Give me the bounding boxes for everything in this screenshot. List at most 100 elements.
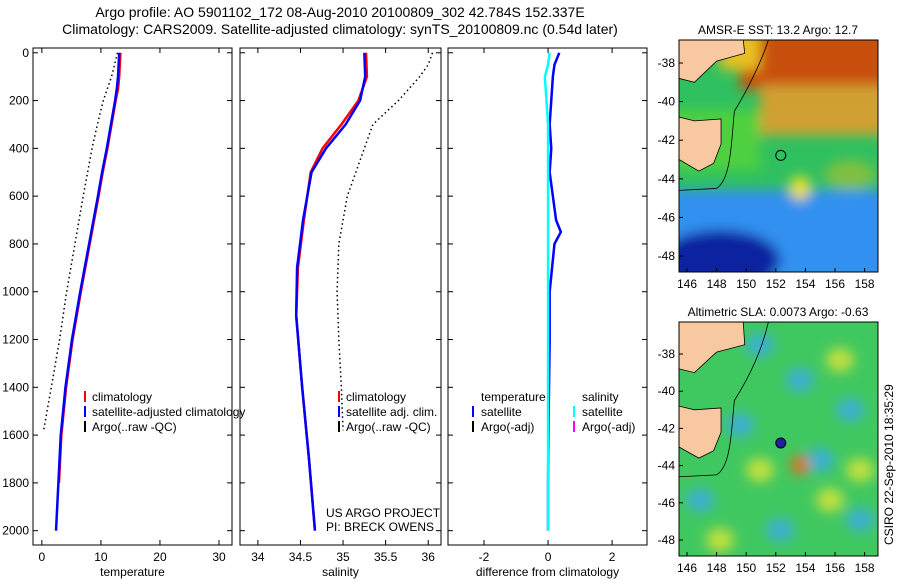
map-field <box>679 40 878 272</box>
legend-label: Argo(-adj) <box>481 420 534 434</box>
land-tasmania <box>679 405 722 459</box>
y-tick-label: 0 <box>22 46 29 60</box>
lat-tick-label: -44 <box>658 459 676 473</box>
x-tick-label: 0 <box>545 550 552 564</box>
y-tick-label: 1400 <box>2 380 29 394</box>
x-tick-label: 10 <box>94 550 108 564</box>
legend-label: Argo(-adj) <box>582 420 635 434</box>
lat-tick-label: -46 <box>658 210 676 224</box>
x-axis-label: temperature <box>100 565 165 579</box>
legend-swatch <box>84 421 86 432</box>
x-axis-label: salinity <box>322 565 359 579</box>
legend-swatch <box>84 406 86 417</box>
annotation: US ARGO PROJECT <box>326 506 441 520</box>
lon-tick-label: 156 <box>825 561 845 575</box>
title-line1: Argo profile: AO 5901102_172 08-Aug-2010… <box>95 4 585 20</box>
legend-label: Argo(..raw -QC) <box>92 420 177 434</box>
annotation: PI: BRECK OWENS <box>326 520 434 534</box>
x-tick-label: 2 <box>609 550 616 564</box>
legend-swatch <box>472 406 474 417</box>
series-argo-raw-qc- <box>42 52 119 431</box>
panel-2: 34 34.5 35 35.5 36 salinity climatologysatelli… <box>239 47 442 579</box>
map-box <box>678 39 879 273</box>
lat-tick-label: -44 <box>658 172 676 186</box>
legend-swatch <box>472 421 474 432</box>
legend-label: climatology <box>92 390 152 404</box>
lon-tick-label: 158 <box>855 277 875 291</box>
x-tick-label: 36 <box>422 550 436 564</box>
land-tasmania <box>679 116 722 172</box>
lon-tick-label: 152 <box>766 277 786 291</box>
legend-swatch <box>338 421 340 432</box>
lon-tick-label: 148 <box>707 561 727 575</box>
lat-tick-label: -42 <box>658 421 676 435</box>
x-tick-label: 0 <box>39 550 46 564</box>
legend-label: Argo(..raw -QC) <box>346 420 431 434</box>
isobath-contour <box>679 322 769 478</box>
side-label: CSIRO 22-Sep-2010 18:35:29 <box>882 384 896 545</box>
lon-tick-label: 152 <box>766 561 786 575</box>
x-tick-label: 34 <box>251 550 265 564</box>
lat-tick-label: -48 <box>658 533 676 547</box>
series-satellite-adjusted-climatology <box>54 52 121 531</box>
map-1: AMSR-E SST: 13.2 Argo: 12.7 146 148 150 152 1… <box>658 23 879 291</box>
lon-tick-label: 154 <box>795 561 815 575</box>
series-satellite-adj-clim- <box>294 52 367 531</box>
lat-tick-label: -40 <box>658 95 676 109</box>
lat-tick-label: -38 <box>658 347 676 361</box>
lon-tick-label: 148 <box>707 277 727 291</box>
isobath-contour <box>679 40 769 191</box>
y-tick-label: 1200 <box>2 333 29 347</box>
map-2: Altimetric SLA: 0.0073 Argo: -0.63 146 148… <box>658 305 879 575</box>
axes-box <box>239 47 442 546</box>
land-mainland <box>679 322 746 374</box>
y-tick-label: 1600 <box>2 428 29 442</box>
legend-swatch <box>338 406 340 417</box>
axes-box <box>447 47 648 546</box>
legend-swatch <box>573 421 575 432</box>
lon-tick-label: 154 <box>795 277 815 291</box>
legend-label: satellite-adjusted climatology <box>92 405 245 419</box>
axes-box <box>32 47 233 546</box>
legend-swatch <box>573 406 575 417</box>
title-line2: Climatology: CARS2009. Satellite-adjuste… <box>62 21 618 37</box>
lon-tick-label: 150 <box>736 561 756 575</box>
y-tick-label: 800 <box>9 237 29 251</box>
panel-1: 0 10 20 30 temperature 0 200 400 600 800 1000 1200 1… <box>2 46 245 579</box>
lat-tick-label: -48 <box>658 249 676 263</box>
land-mainland <box>679 40 746 83</box>
legend-label: satellite adj. clim. <box>346 405 437 419</box>
series-temperature-satellite <box>546 52 563 531</box>
lat-tick-label: -40 <box>658 384 676 398</box>
x-axis-label: difference from climatology <box>476 565 619 579</box>
x-tick-label: 20 <box>153 550 167 564</box>
legend-swatch <box>84 391 86 402</box>
y-tick-label: 600 <box>9 189 29 203</box>
lat-tick-label: -38 <box>658 56 676 70</box>
lon-tick-label: 146 <box>677 277 697 291</box>
argo-location-marker <box>775 437 787 449</box>
x-tick-label: 35 <box>336 550 350 564</box>
series-climatology <box>294 52 369 531</box>
y-tick-label: 1000 <box>2 285 29 299</box>
legend-label: temperature <box>481 390 546 404</box>
argo-location-marker <box>775 149 787 161</box>
series-argo-raw-qc- <box>336 52 434 431</box>
y-tick-label: 1800 <box>2 476 29 490</box>
lat-tick-label: -42 <box>658 133 676 147</box>
legend-label: climatology <box>346 390 406 404</box>
lon-tick-label: 158 <box>855 561 875 575</box>
lat-tick-label: -46 <box>658 496 676 510</box>
y-tick-label: 400 <box>9 141 29 155</box>
x-tick-label: -2 <box>479 550 490 564</box>
map-title: AMSR-E SST: 13.2 Argo: 12.7 <box>698 23 858 37</box>
map-field <box>679 322 878 556</box>
y-tick-label: 2000 <box>2 524 29 538</box>
legend-label: satellite <box>582 405 623 419</box>
legend-label: satellite <box>481 405 522 419</box>
map-box <box>678 321 879 557</box>
lon-tick-label: 146 <box>677 561 697 575</box>
